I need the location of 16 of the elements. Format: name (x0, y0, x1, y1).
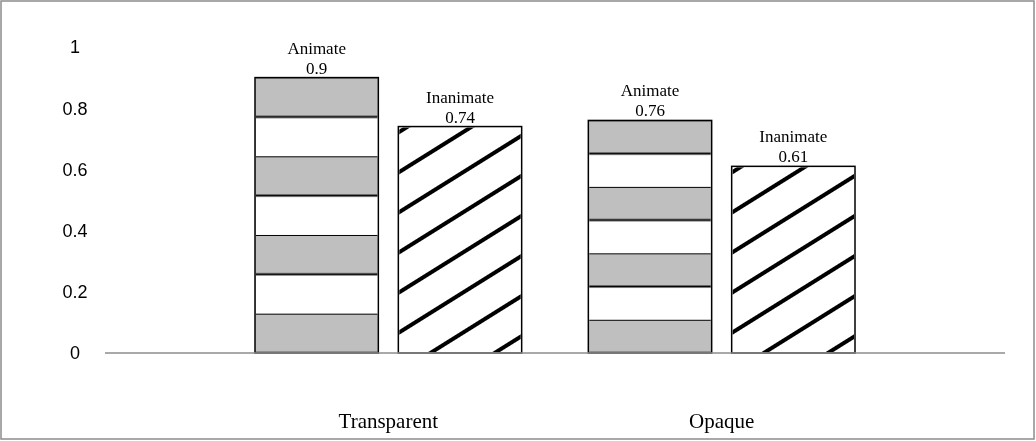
data-label: 0.9 (306, 58, 328, 78)
text: Inanimate (759, 127, 828, 147)
data-label: 0.76 (635, 101, 665, 121)
x-tick-label: Transparent (338, 409, 439, 433)
series-label: Animate (287, 38, 346, 58)
y-tick-label: 0.2 (62, 282, 88, 303)
data-label: 0.74 (445, 107, 476, 127)
y-tick-label: 1 (69, 37, 81, 58)
x-tick-label: Opaque (689, 409, 755, 433)
data-label: 0.61 (778, 147, 809, 167)
y-tick-label: 0.8 (62, 98, 88, 119)
y-tick-label: 0.4 (62, 220, 88, 241)
text: Animate (620, 81, 680, 101)
series-label: Inanimate (426, 87, 494, 107)
y-tick-label: 0 (69, 343, 81, 364)
y-tick-label: 0.6 (62, 159, 88, 180)
